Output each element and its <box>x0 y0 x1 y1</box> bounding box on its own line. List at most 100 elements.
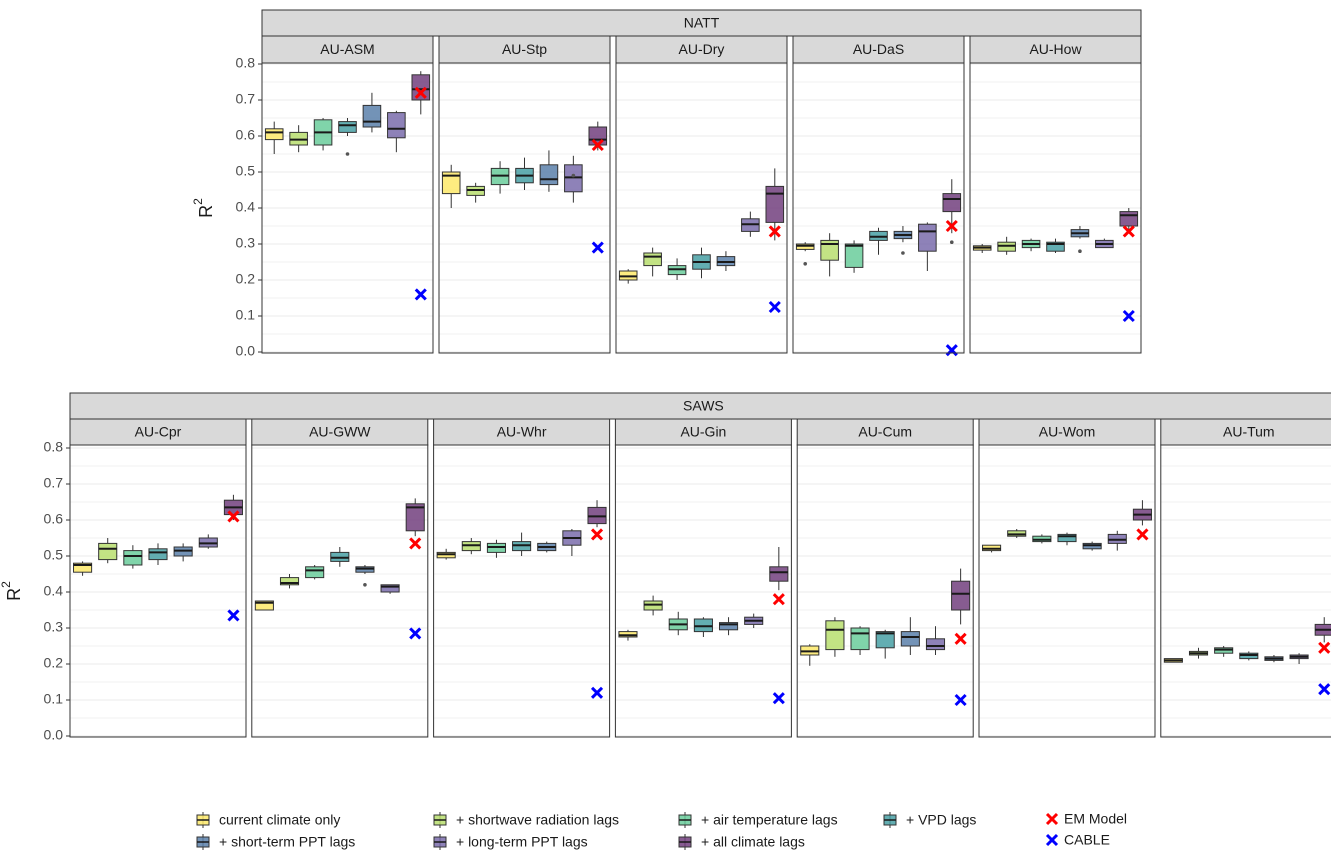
box <box>741 211 760 237</box>
cable-point-stroke <box>954 693 967 707</box>
box <box>1214 646 1234 657</box>
legend-label: EM Model <box>1064 811 1127 827</box>
box-body <box>900 631 920 647</box>
legend-item: current climate only <box>196 812 340 828</box>
box-body <box>387 112 406 139</box>
legend-item: + shortwave radiation lags <box>433 812 619 828</box>
em-model-point <box>1122 225 1135 238</box>
box-body <box>254 600 274 611</box>
panel-border <box>69 444 247 738</box>
legend-item: EM Model <box>1045 811 1127 827</box>
legend-label: + air temperature lags <box>701 812 838 828</box>
panel-border <box>438 62 611 354</box>
box-body <box>951 580 971 611</box>
em-model-point <box>1136 528 1149 541</box>
box <box>515 157 534 190</box>
em-model-point-stroke <box>590 528 604 541</box>
y-tick-label: 0.5 <box>44 547 64 563</box>
cable-point <box>772 692 785 705</box>
y-axis-title-base: R <box>196 205 216 218</box>
cable-point <box>414 288 427 301</box>
legend-item: + VPD lags <box>883 812 976 828</box>
box <box>1070 226 1090 253</box>
y-axis-title-sup: 2 <box>0 581 13 588</box>
em-model-point-stroke <box>954 632 967 645</box>
panel-title: AU-Dry <box>679 41 725 57</box>
legend-label: CABLE <box>1064 832 1110 848</box>
y-tick-label: 0.8 <box>236 55 256 71</box>
legend-item: + air temperature lags <box>678 812 838 828</box>
box <box>380 584 400 594</box>
panel-border <box>433 444 611 738</box>
panel: AU-Cum <box>796 418 974 738</box>
box <box>1095 238 1114 249</box>
em-model-point <box>945 219 958 233</box>
panel-title: AU-Wom <box>1039 424 1096 440</box>
box-body <box>441 171 461 195</box>
box <box>1046 238 1065 253</box>
outlier <box>1078 249 1082 253</box>
box <box>618 629 638 641</box>
panel: AU-Tum <box>1160 418 1331 738</box>
panel: AU-Dry <box>615 35 788 354</box>
em-model-point <box>768 225 781 238</box>
y-tick-label: 0.1 <box>236 307 256 323</box>
panel-strip <box>1160 418 1331 446</box>
box-body <box>820 239 839 261</box>
panel: AU-Wom <box>978 418 1156 738</box>
panel: AU-Gin <box>614 418 792 738</box>
panel: AU-DaS <box>792 35 965 357</box>
box <box>643 247 662 277</box>
cable-point <box>591 241 604 254</box>
cable-point <box>1122 309 1135 323</box>
box <box>405 498 425 537</box>
box-body <box>875 631 895 649</box>
y-axis-title: R2 <box>191 198 216 218</box>
y-tick-label: 0.6 <box>236 127 256 143</box>
em-model-point <box>227 510 240 523</box>
em-model-point-stroke <box>1122 225 1135 238</box>
panel-border <box>614 444 792 738</box>
panel-title: AU-Tum <box>1223 424 1275 440</box>
em-model-point <box>591 138 604 152</box>
outlier <box>949 240 954 244</box>
box-body <box>148 548 168 561</box>
facet-strip <box>69 392 1331 420</box>
box <box>313 118 333 151</box>
outlier <box>803 262 808 266</box>
y-tick-label: 0.8 <box>44 439 64 455</box>
panel-border <box>251 444 429 738</box>
box <box>667 258 687 280</box>
box-body <box>765 185 785 223</box>
legend-item: + long-term PPT lags <box>433 834 588 850</box>
box-body <box>123 550 143 566</box>
legend-label: + all climate lags <box>701 834 805 850</box>
y-axis-title-base: R <box>4 588 24 601</box>
box <box>850 626 870 655</box>
panel-title: AU-DaS <box>853 41 904 57</box>
cable-point <box>768 300 781 314</box>
panel-strip <box>251 418 429 446</box>
box <box>539 150 559 192</box>
panel: AU-Whr <box>433 418 611 738</box>
y-tick-label: 0.0 <box>44 727 64 743</box>
cable-point-stroke <box>768 300 781 314</box>
legend-marker <box>1045 812 1059 826</box>
panel-border <box>969 62 1142 354</box>
box-body <box>98 542 118 561</box>
box <box>1264 655 1284 663</box>
legend-label: + short-term PPT lags <box>219 834 355 850</box>
box <box>875 629 895 659</box>
em-model-point-stroke <box>1136 528 1149 541</box>
cable-point-stroke <box>1318 683 1331 696</box>
box <box>362 92 382 133</box>
box <box>537 541 557 553</box>
box <box>942 179 962 244</box>
panel-strip <box>438 35 611 64</box>
box-body <box>918 223 937 252</box>
box <box>693 617 713 637</box>
outlier <box>363 583 367 587</box>
box <box>716 251 736 271</box>
